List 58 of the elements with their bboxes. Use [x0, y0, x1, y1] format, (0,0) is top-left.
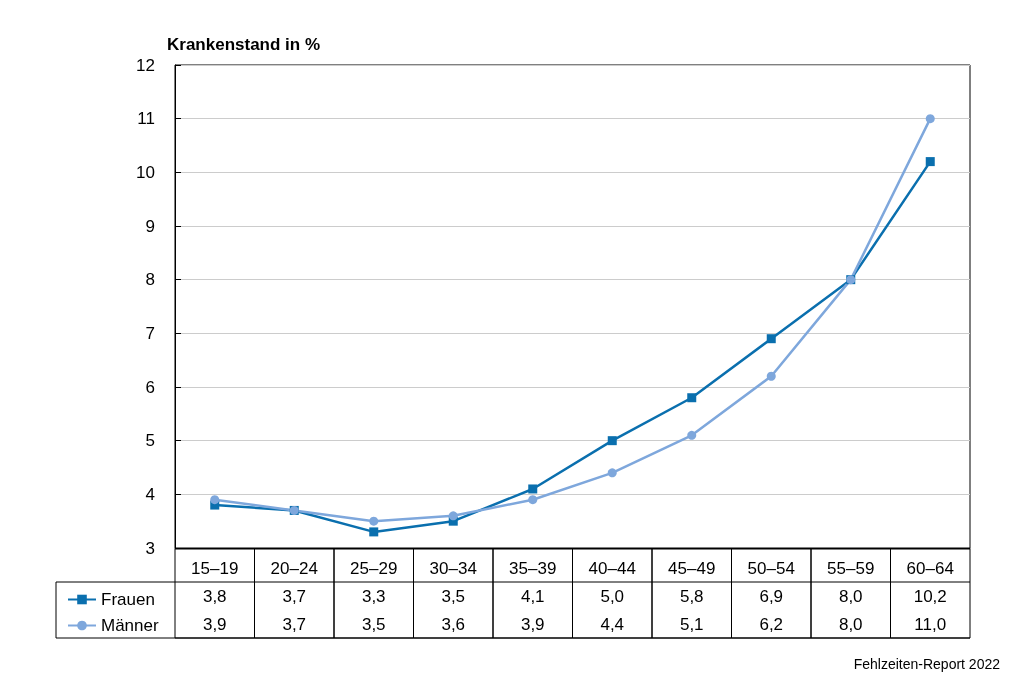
data-label: 3,7 — [282, 614, 307, 634]
point — [448, 511, 458, 521]
point — [687, 430, 697, 440]
x-tick-label: 40–44 — [588, 559, 636, 578]
data-label: 3,9 — [202, 614, 227, 634]
text: Fehlzeiten-Report 2022 — [853, 656, 1001, 672]
data-label: 3,9 — [520, 614, 545, 634]
point — [607, 468, 617, 478]
data-label: 3,8 — [202, 586, 227, 606]
data-label: 10,2 — [913, 586, 947, 606]
y-tick-label: 3 — [145, 538, 155, 558]
data-label: 5,1 — [679, 614, 704, 634]
point — [766, 371, 776, 381]
point — [687, 393, 697, 403]
point — [925, 114, 935, 124]
y-tick-label: 4 — [145, 484, 155, 504]
data-label: 4,1 — [520, 586, 545, 606]
x-tick-label: 45–49 — [668, 559, 716, 578]
y-tick-label: 11 — [137, 109, 155, 129]
x-tick-label: 55–59 — [827, 559, 875, 578]
x-tick-label: 60–64 — [906, 559, 954, 578]
data-label: 8,0 — [838, 586, 863, 606]
x-tick-label: 35–39 — [509, 559, 557, 578]
data-label: 8,0 — [838, 614, 863, 634]
point — [210, 495, 220, 505]
data-label: 5,0 — [600, 586, 625, 606]
y-tick-label: 7 — [145, 323, 155, 343]
point — [766, 334, 776, 344]
y-axis-title: Krankenstand in % — [167, 35, 321, 54]
legend-label: Männer — [101, 616, 159, 635]
x-tick-label: 25–29 — [350, 559, 398, 578]
data-label: 6,2 — [759, 614, 784, 634]
y-tick-label: 12 — [136, 55, 155, 75]
data-label: 5,8 — [679, 586, 704, 606]
point — [528, 495, 538, 505]
y-tick-label: 10 — [136, 162, 155, 182]
point — [369, 516, 379, 526]
point — [369, 527, 379, 537]
x-tick-label: 30–34 — [429, 559, 477, 578]
data-label: 3,7 — [282, 586, 307, 606]
y-tick-label: 5 — [145, 431, 155, 451]
y-tick-label: 8 — [145, 270, 155, 290]
legend-label: Frauen — [101, 590, 155, 609]
y-tick-label: 9 — [145, 216, 155, 236]
point — [528, 484, 538, 494]
x-tick-label: 50–54 — [747, 559, 795, 578]
data-label: 6,9 — [759, 586, 784, 606]
data-label: 3,5 — [361, 614, 386, 634]
data-label: 3,3 — [361, 586, 386, 606]
y-tick-label: 6 — [145, 377, 155, 397]
x-tick-label: 15–19 — [191, 559, 239, 578]
data-label: 11,0 — [914, 614, 947, 634]
data-label: 4,4 — [600, 614, 625, 634]
data-label: 3,6 — [441, 614, 466, 634]
x-tick-label: 20–24 — [270, 559, 318, 578]
point — [925, 157, 935, 167]
point — [607, 436, 617, 446]
data-label: 3,5 — [441, 586, 466, 606]
